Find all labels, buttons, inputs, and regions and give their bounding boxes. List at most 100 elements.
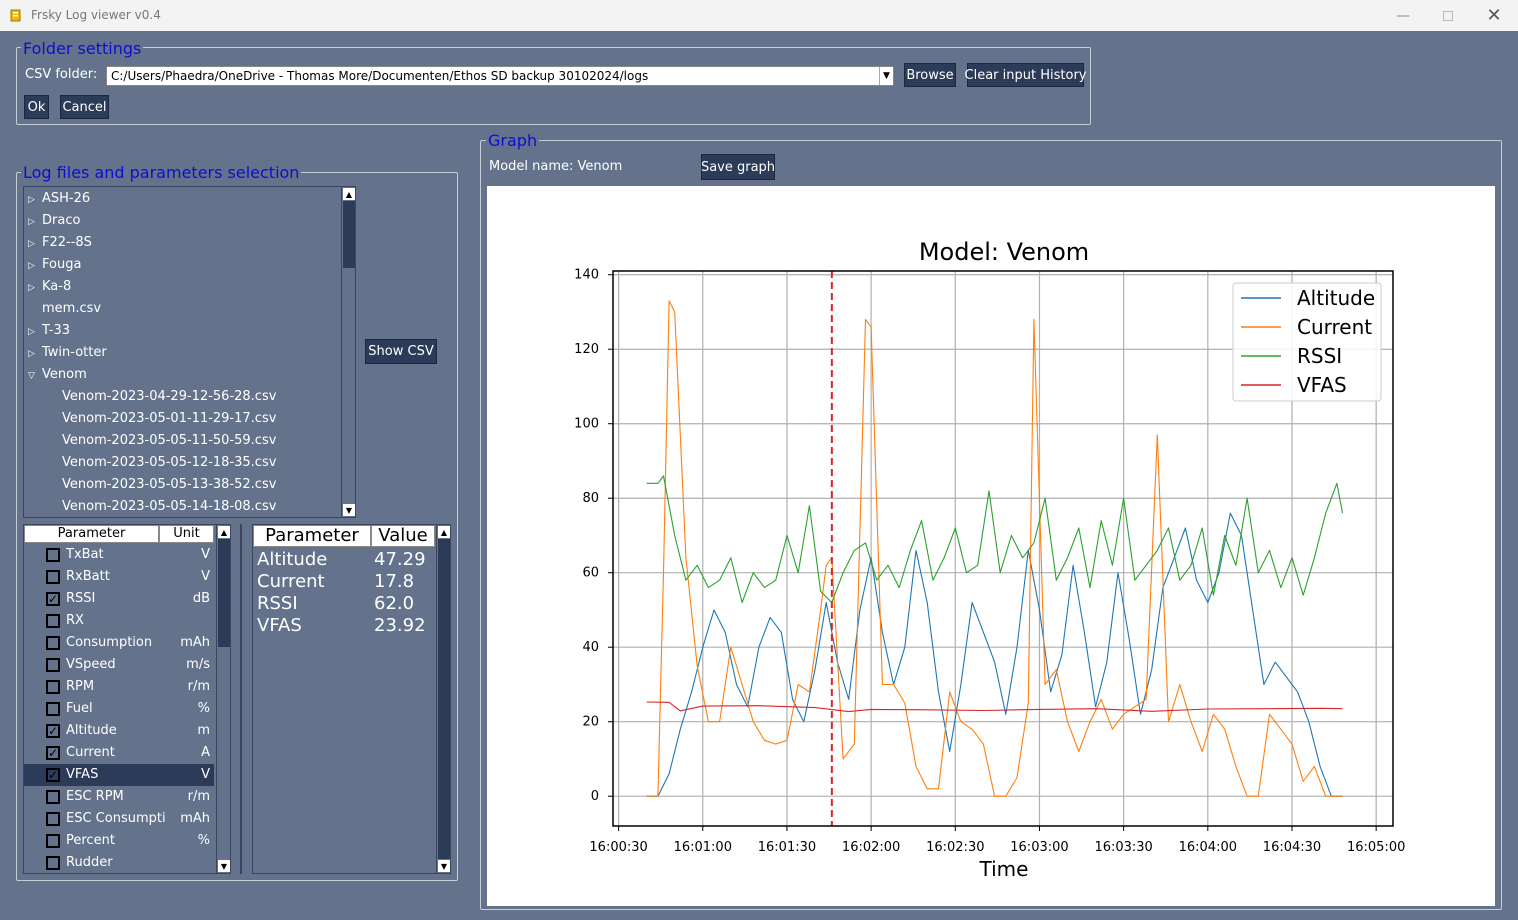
scrollbar-thumb[interactable] xyxy=(343,201,355,268)
parameter-checkbox[interactable] xyxy=(46,614,60,628)
scroll-up-icon[interactable]: ▲ xyxy=(438,526,450,538)
parameter-row[interactable]: RxBatt V xyxy=(24,566,214,588)
chevron-down-icon[interactable]: ▼ xyxy=(879,67,893,85)
parameter-row[interactable]: ✓ Current A xyxy=(24,742,214,764)
tree-item[interactable]: Venom-2023-05-05-11-50-59.csv xyxy=(62,430,276,452)
parameter-name: RPM xyxy=(66,679,95,694)
parameter-checkbox[interactable] xyxy=(46,636,60,650)
parameter-checkbox[interactable] xyxy=(46,856,60,870)
tree-item[interactable]: ▽ Venom xyxy=(28,364,87,386)
pane-divider[interactable] xyxy=(240,524,242,874)
parameter-row[interactable]: ESC Consumpti mAh xyxy=(24,808,214,830)
maximize-button[interactable] xyxy=(1425,0,1471,31)
tree-item[interactable]: ▷ Twin-otter xyxy=(28,342,107,364)
chevron-down-icon[interactable]: ▽ xyxy=(28,371,35,381)
parameter-row[interactable]: RX xyxy=(24,610,214,632)
parameter-row[interactable]: ESC RPM r/m xyxy=(24,786,214,808)
minimize-button[interactable]: — xyxy=(1380,0,1426,31)
save-graph-button[interactable]: Save graph xyxy=(701,154,775,180)
parameter-checkbox[interactable] xyxy=(46,548,60,562)
x-tick-label: 16:03:30 xyxy=(1094,840,1152,855)
browse-button[interactable]: Browse xyxy=(904,63,956,87)
parameter-checkbox[interactable]: ✓ xyxy=(46,592,60,606)
parameter-row[interactable]: TxBat V xyxy=(24,544,214,566)
parameter-checkbox[interactable]: ✓ xyxy=(46,768,60,782)
parameter-checkbox[interactable] xyxy=(46,812,60,826)
parameter-name: RSSI xyxy=(66,591,96,606)
tree-item-label: Venom-2023-05-05-12-18-35.csv xyxy=(62,455,277,470)
chevron-right-icon[interactable]: ▷ xyxy=(28,349,35,359)
chevron-right-icon[interactable]: ▷ xyxy=(28,239,35,249)
tree-item-label: F22--8S xyxy=(42,235,92,250)
scroll-up-icon[interactable]: ▲ xyxy=(343,188,355,200)
series-line-altitude xyxy=(646,512,1343,797)
scroll-down-icon[interactable]: ▼ xyxy=(343,504,355,516)
parameter-checkbox[interactable] xyxy=(46,702,60,716)
tree-item-label: Fouga xyxy=(42,257,82,272)
parameter-unit: m xyxy=(197,723,210,738)
file-tree-scrollbar[interactable]: ▲ ▼ xyxy=(341,187,355,517)
parameter-list-scrollbar[interactable]: ▲ ▼ xyxy=(216,525,230,873)
chart-legend: Altitude Current RSSI VFAS xyxy=(1232,282,1382,402)
tree-item[interactable]: ▷ Draco xyxy=(28,210,80,232)
tree-item[interactable]: mem.csv xyxy=(28,298,101,320)
parameter-list[interactable]: Parameter Unit TxBat V RxBatt V ✓ RSSI dB RX Con… xyxy=(23,524,231,874)
tree-item[interactable]: ▷ Ka-8 xyxy=(28,276,71,298)
parameter-name: ESC Consumpti xyxy=(66,811,166,826)
chevron-right-icon[interactable]: ▷ xyxy=(28,327,35,337)
parameter-row[interactable]: Fuel% xyxy=(24,698,214,720)
parameter-column-header[interactable]: Parameter xyxy=(24,525,159,543)
tree-item[interactable]: Venom-2023-05-05-13-38-52.csv xyxy=(62,474,276,496)
parameter-checkbox[interactable] xyxy=(46,834,60,848)
plot-canvas[interactable]: Model: Venom 16:00:30 16:01:00 16:01:30 16:… xyxy=(487,186,1495,906)
parameter-row[interactable]: ✓ VFAS V xyxy=(24,764,214,786)
chevron-right-icon[interactable]: ▷ xyxy=(28,217,35,227)
title-bar: Frsky Log viewer v0.4 — ✕ xyxy=(0,0,1518,31)
parameter-row[interactable]: Percent% xyxy=(24,830,214,852)
parameter-checkbox[interactable] xyxy=(46,570,60,584)
parameter-checkbox[interactable]: ✓ xyxy=(46,724,60,738)
parameter-row[interactable]: ✓ Altitude m xyxy=(24,720,214,742)
parameter-row[interactable]: VSpeed m/s xyxy=(24,654,214,676)
tree-item[interactable]: Venom-2023-05-05-12-18-35.csv xyxy=(62,452,276,474)
csv-folder-combobox[interactable]: C:/Users/Phaedra/OneDrive - Thomas More/… xyxy=(106,66,894,86)
ok-button[interactable]: Ok xyxy=(24,95,49,119)
close-button[interactable]: ✕ xyxy=(1471,0,1517,31)
parameter-name: Altitude xyxy=(66,723,117,738)
parameter-row[interactable]: ✓ RSSI dB xyxy=(24,588,214,610)
parameter-row[interactable]: Consumption mAh xyxy=(24,632,214,654)
parameter-row[interactable]: RPM r/m xyxy=(24,676,214,698)
legend-label: RSSI xyxy=(1297,344,1342,368)
tree-item[interactable]: ▷ ASH-26 xyxy=(28,188,90,210)
cancel-button[interactable]: Cancel xyxy=(60,95,109,119)
maximize-icon xyxy=(1443,10,1453,21)
value-table-scrollbar[interactable]: ▲ ▼ xyxy=(436,525,450,873)
parameter-name: TxBat xyxy=(66,547,104,562)
tree-item[interactable]: ▷ Fouga xyxy=(28,254,81,276)
chevron-right-icon[interactable]: ▷ xyxy=(28,283,35,293)
chevron-right-icon[interactable]: ▷ xyxy=(28,195,35,205)
scroll-up-icon[interactable]: ▲ xyxy=(218,526,230,538)
parameter-checkbox[interactable] xyxy=(46,658,60,672)
y-tick-label: 60 xyxy=(582,566,599,581)
x-tick-label: 16:03:00 xyxy=(1010,840,1068,855)
tree-item[interactable]: Venom-2023-05-01-11-29-17.csv xyxy=(62,408,276,430)
parameter-checkbox[interactable] xyxy=(46,790,60,804)
parameter-checkbox[interactable] xyxy=(46,680,60,694)
tree-item-label: Venom-2023-05-05-13-38-52.csv xyxy=(62,477,277,492)
tree-item[interactable]: ▷ T-33 xyxy=(28,320,70,342)
scroll-down-icon[interactable]: ▼ xyxy=(438,860,450,872)
tree-item[interactable]: Venom-2023-04-29-12-56-28.csv xyxy=(62,386,276,408)
clear-input-history-button[interactable]: Clear input History xyxy=(965,63,1086,87)
file-tree[interactable]: ▷ ASH-26 ▷ Draco ▷ F22--8S ▷ Fouga ▷ Ka-8 mem.csv ▷… xyxy=(23,186,356,518)
tree-item[interactable]: Venom-2023-05-05-14-18-08.csv xyxy=(62,496,276,517)
scrollbar-thumb[interactable] xyxy=(218,539,230,647)
parameter-row[interactable]: Rudder xyxy=(24,852,214,873)
unit-column-header[interactable]: Unit xyxy=(159,525,214,543)
scroll-down-icon[interactable]: ▼ xyxy=(218,860,230,872)
show-csv-button[interactable]: Show CSV xyxy=(365,339,437,364)
tree-item[interactable]: ▷ F22--8S xyxy=(28,232,92,254)
scrollbar-thumb[interactable] xyxy=(438,539,450,859)
parameter-checkbox[interactable]: ✓ xyxy=(46,746,60,760)
chevron-right-icon[interactable]: ▷ xyxy=(28,261,35,271)
